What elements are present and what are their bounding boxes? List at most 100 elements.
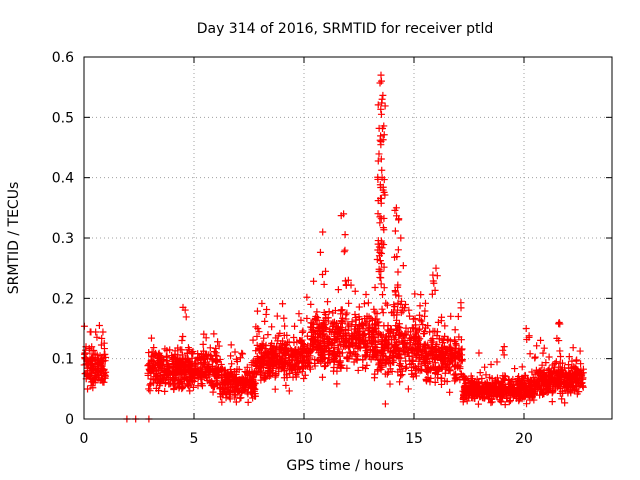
data-point bbox=[146, 367, 154, 375]
data-point bbox=[447, 356, 455, 364]
data-point bbox=[499, 346, 507, 354]
data-point bbox=[333, 380, 341, 388]
data-point bbox=[341, 246, 349, 254]
data-point bbox=[397, 234, 405, 242]
data-point bbox=[434, 374, 442, 382]
data-point bbox=[527, 387, 535, 395]
data-point bbox=[404, 328, 412, 336]
data-point bbox=[378, 260, 386, 268]
data-point bbox=[318, 344, 326, 352]
data-point bbox=[562, 372, 570, 380]
x-tick-label: 20 bbox=[515, 431, 533, 447]
data-point bbox=[340, 248, 348, 256]
data-point bbox=[180, 375, 188, 383]
data-point bbox=[401, 351, 409, 359]
data-point bbox=[145, 349, 153, 357]
data-point bbox=[313, 338, 321, 346]
data-point bbox=[317, 359, 325, 367]
data-point bbox=[420, 330, 428, 338]
data-point bbox=[407, 345, 415, 353]
data-point bbox=[507, 391, 515, 399]
data-point bbox=[440, 342, 448, 350]
data-point bbox=[161, 345, 169, 353]
data-point bbox=[243, 363, 251, 371]
data-point bbox=[158, 364, 166, 372]
data-point bbox=[557, 379, 565, 387]
data-point bbox=[318, 325, 326, 333]
data-point bbox=[365, 324, 373, 332]
data-point bbox=[231, 348, 239, 356]
data-point bbox=[91, 372, 99, 380]
data-point bbox=[518, 363, 526, 371]
data-point bbox=[398, 371, 406, 379]
data-point bbox=[232, 398, 240, 406]
y-tick-label: 0.2 bbox=[52, 291, 74, 307]
data-point bbox=[308, 324, 316, 332]
data-point bbox=[433, 272, 441, 280]
data-point bbox=[371, 354, 379, 362]
data-point bbox=[238, 349, 246, 357]
data-point bbox=[178, 385, 186, 393]
data-point bbox=[381, 400, 389, 408]
data-point bbox=[542, 359, 550, 367]
data-point bbox=[431, 286, 439, 294]
data-point bbox=[475, 349, 483, 357]
data-point bbox=[377, 366, 385, 374]
data-point bbox=[377, 280, 385, 288]
data-point bbox=[576, 381, 584, 389]
data-point bbox=[260, 375, 268, 383]
data-point bbox=[297, 316, 305, 324]
data-point bbox=[421, 299, 429, 307]
data-point bbox=[405, 306, 413, 314]
data-point bbox=[426, 328, 434, 336]
data-point bbox=[378, 166, 386, 174]
data-point bbox=[389, 329, 397, 337]
data-point bbox=[545, 365, 553, 373]
data-point bbox=[442, 361, 450, 369]
data-point bbox=[498, 379, 506, 387]
data-point bbox=[411, 369, 419, 377]
data-point bbox=[438, 313, 446, 321]
data-point bbox=[359, 363, 367, 371]
data-point bbox=[325, 354, 333, 362]
data-point bbox=[237, 394, 245, 402]
data-point bbox=[313, 316, 321, 324]
data-point bbox=[404, 385, 412, 393]
data-point bbox=[458, 346, 466, 354]
data-point bbox=[378, 336, 386, 344]
data-point bbox=[213, 364, 221, 372]
data-point bbox=[377, 267, 385, 275]
data-point bbox=[291, 362, 299, 370]
data-point bbox=[537, 336, 545, 344]
data-point bbox=[515, 397, 523, 405]
data-point bbox=[431, 327, 439, 335]
data-point bbox=[290, 333, 298, 341]
data-point bbox=[397, 309, 405, 317]
data-point bbox=[227, 341, 235, 349]
data-point bbox=[474, 400, 482, 408]
data-point bbox=[538, 361, 546, 369]
data-point bbox=[358, 320, 366, 328]
data-point bbox=[401, 344, 409, 352]
data-point bbox=[446, 366, 454, 374]
data-point bbox=[365, 313, 373, 321]
data-point bbox=[301, 359, 309, 367]
data-point bbox=[397, 300, 405, 308]
y-axis-ticks: 0 0.1 0.2 0.3 0.4 0.5 0.6 bbox=[52, 50, 612, 428]
data-point bbox=[171, 377, 179, 385]
data-point bbox=[391, 335, 399, 343]
data-point bbox=[258, 368, 266, 376]
data-point bbox=[164, 361, 172, 369]
data-points bbox=[80, 71, 587, 423]
data-point bbox=[189, 383, 197, 391]
data-point bbox=[429, 271, 437, 279]
data-point bbox=[431, 345, 439, 353]
data-point bbox=[391, 206, 399, 214]
data-point bbox=[319, 270, 327, 278]
data-point bbox=[510, 391, 518, 399]
data-point bbox=[292, 371, 300, 379]
data-point bbox=[147, 334, 155, 342]
data-point bbox=[144, 371, 152, 379]
data-point bbox=[89, 378, 97, 386]
data-point bbox=[409, 357, 417, 365]
